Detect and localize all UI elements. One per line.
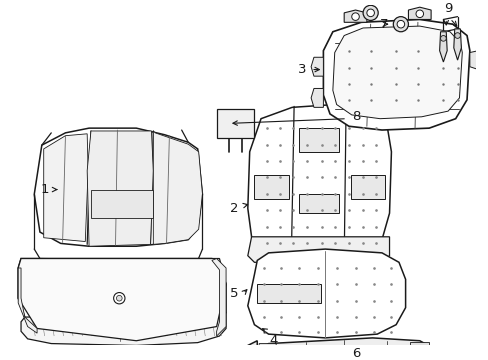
Text: 5: 5	[229, 287, 238, 300]
Text: 7: 7	[379, 18, 388, 31]
Circle shape	[274, 354, 281, 360]
Polygon shape	[439, 32, 446, 62]
Polygon shape	[254, 175, 289, 199]
Polygon shape	[247, 237, 389, 262]
Polygon shape	[211, 258, 225, 336]
Circle shape	[415, 10, 423, 18]
Polygon shape	[453, 29, 460, 60]
Circle shape	[440, 36, 446, 41]
Polygon shape	[469, 51, 481, 69]
Polygon shape	[216, 109, 254, 138]
Text: 9: 9	[443, 2, 451, 15]
Polygon shape	[257, 284, 320, 303]
Polygon shape	[153, 131, 202, 244]
Circle shape	[366, 9, 374, 17]
Circle shape	[396, 21, 404, 28]
Polygon shape	[247, 104, 390, 262]
Polygon shape	[247, 249, 405, 338]
Polygon shape	[298, 194, 339, 213]
Polygon shape	[91, 190, 153, 218]
Polygon shape	[310, 89, 323, 107]
Text: 8: 8	[351, 110, 359, 123]
Circle shape	[351, 13, 359, 21]
Polygon shape	[350, 175, 384, 199]
Circle shape	[354, 354, 362, 360]
Polygon shape	[259, 343, 276, 355]
Circle shape	[116, 296, 122, 301]
Polygon shape	[298, 128, 339, 152]
Text: 2: 2	[229, 202, 238, 215]
Polygon shape	[244, 338, 438, 360]
Polygon shape	[310, 57, 323, 76]
Polygon shape	[18, 258, 225, 341]
Text: 6: 6	[351, 347, 359, 360]
Polygon shape	[409, 342, 428, 353]
Polygon shape	[407, 7, 430, 19]
Polygon shape	[18, 268, 37, 333]
Polygon shape	[323, 19, 469, 130]
Text: 4: 4	[268, 334, 277, 347]
Circle shape	[363, 5, 377, 21]
Circle shape	[311, 354, 319, 360]
Polygon shape	[87, 131, 153, 246]
Polygon shape	[18, 258, 225, 341]
Circle shape	[113, 293, 125, 304]
Circle shape	[454, 33, 460, 39]
Circle shape	[392, 17, 407, 32]
Polygon shape	[43, 134, 88, 242]
Text: 1: 1	[41, 183, 49, 196]
Polygon shape	[344, 10, 366, 22]
Circle shape	[396, 354, 404, 360]
Polygon shape	[34, 128, 202, 246]
Polygon shape	[21, 312, 225, 346]
Text: 3: 3	[297, 63, 306, 76]
Polygon shape	[332, 26, 461, 119]
